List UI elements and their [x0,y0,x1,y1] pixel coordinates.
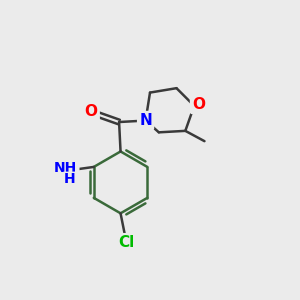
Text: H: H [64,172,75,186]
Text: O: O [192,97,205,112]
Text: N: N [139,113,152,128]
Text: NH: NH [54,161,77,176]
Text: Cl: Cl [118,235,135,250]
Text: O: O [85,104,98,119]
